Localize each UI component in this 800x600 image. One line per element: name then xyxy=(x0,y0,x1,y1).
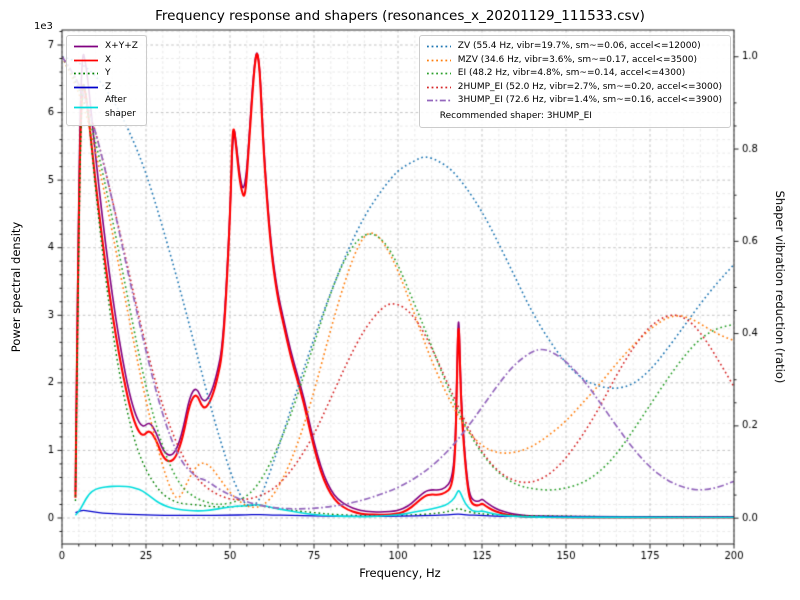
legend-line-swatch xyxy=(74,45,98,48)
legend-line-swatch xyxy=(426,99,451,102)
legend-entry: 3HUMP_EI (72.6 Hz, vibr=1.4%, sm~=0.16, … xyxy=(426,94,722,108)
legend-shapers: ZV (55.4 Hz, vibr=19.7%, sm~=0.06, accel… xyxy=(418,35,731,128)
y-axis-right-label: Shaper vibration reduction (ratio) xyxy=(773,190,787,384)
legend-label: After shaper xyxy=(105,95,136,119)
legend-label: MZV (34.6 Hz, vibr=3.6%, sm~=0.17, accel… xyxy=(457,54,697,65)
legend-line-swatch xyxy=(426,86,451,89)
legend-line-swatch xyxy=(74,59,98,62)
legend-note: Recommended shaper: 3HUMP_EI xyxy=(439,110,592,121)
chart-title: Frequency response and shapers (resonanc… xyxy=(155,8,645,24)
legend-entry: Y xyxy=(73,67,138,81)
legend-entry: ZV (55.4 Hz, vibr=19.7%, sm~=0.06, accel… xyxy=(426,40,722,54)
legend-line-swatch xyxy=(74,106,98,109)
legend-label: X xyxy=(105,54,112,65)
legend-label: Z xyxy=(105,81,112,92)
x-axis-label: Frequency, Hz xyxy=(359,566,441,580)
y-axis-left-label: Power spectral density xyxy=(9,221,23,353)
legend-entry: EI (48.2 Hz, vibr=4.8%, sm~=0.14, accel<… xyxy=(426,67,722,81)
legend-label: EI (48.2 Hz, vibr=4.8%, sm~=0.14, accel<… xyxy=(457,68,686,78)
legend-label: 3HUMP_EI (72.6 Hz, vibr=1.4%, sm~=0.16, … xyxy=(457,95,722,105)
legend-line-swatch xyxy=(74,86,98,89)
legend-entry: 2HUMP_EI (52.0 Hz, vibr=2.7%, sm~=0.20, … xyxy=(426,81,722,95)
legend-label: Y xyxy=(105,68,111,78)
legend-psd: X+Y+Z X Y Z After shaper xyxy=(66,35,147,126)
legend-label: X+Y+Z xyxy=(105,41,138,51)
legend-label: 2HUMP_EI (52.0 Hz, vibr=2.7%, sm~=0.20, … xyxy=(457,81,722,92)
legend-label: ZV (55.4 Hz, vibr=19.7%, sm~=0.06, accel… xyxy=(457,41,701,51)
legend-line-swatch xyxy=(426,59,451,62)
legend-entry: After shaper xyxy=(73,94,138,121)
legend-entry: X xyxy=(73,54,138,68)
legend-line-swatch xyxy=(426,72,451,75)
legend-line-swatch xyxy=(426,45,451,48)
y-axis-offset-text: 1e3 xyxy=(34,21,53,32)
legend-entry: X+Y+Z xyxy=(73,40,138,54)
legend-entry: Z xyxy=(73,81,138,95)
legend-entry: MZV (34.6 Hz, vibr=3.6%, sm~=0.17, accel… xyxy=(426,54,722,68)
legend-line-swatch xyxy=(74,72,98,75)
